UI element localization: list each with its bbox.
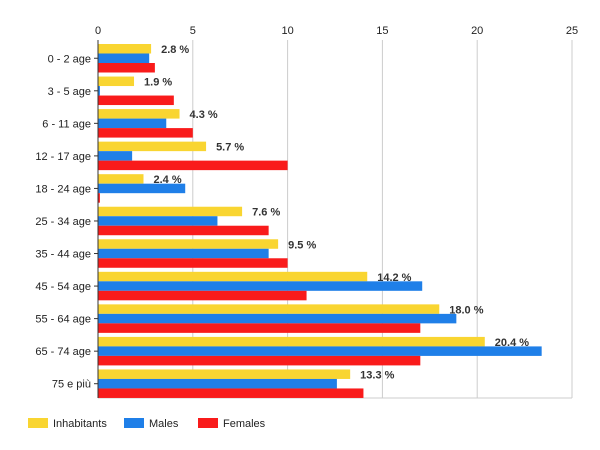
x-tick-label-0: 0	[95, 25, 101, 37]
data-label-6: 9.5 %	[288, 239, 316, 251]
legend-label-inhabitants: Inhabitants	[53, 418, 107, 430]
bars	[98, 44, 542, 398]
bar-females-8	[98, 323, 421, 333]
bar-males-7	[98, 281, 423, 291]
bar-females-10	[98, 388, 364, 398]
data-label-9: 20.4 %	[495, 337, 529, 349]
bar-inhabitants-2	[98, 109, 180, 119]
x-tick-label-2: 10	[281, 25, 293, 37]
x-axis-ticks: 0 5 10 15 20 25	[95, 25, 578, 37]
bar-males-4	[98, 183, 186, 194]
data-label-1: 1.9 %	[144, 77, 172, 89]
data-label-0: 2.8 %	[161, 44, 189, 56]
bar-females-6	[98, 258, 288, 268]
bar-inhabitants-6	[98, 239, 279, 249]
category-label-2: 6 - 11 age	[42, 118, 91, 130]
bar-males-5	[98, 216, 218, 226]
bar-males-0	[98, 53, 150, 63]
bar-inhabitants-0	[98, 44, 152, 54]
data-label-7: 14.2 %	[377, 272, 411, 284]
y-axis-categories: 0 - 2 age 3 - 5 age 6 - 11 age 12 - 17 age 1…	[35, 53, 98, 391]
bar-males-10	[98, 378, 337, 389]
bar-males-9	[98, 346, 542, 356]
bar-males-6	[98, 248, 269, 259]
legend: Inhabitants Males Females	[28, 418, 266, 430]
bar-females-3	[98, 160, 288, 171]
bar-inhabitants-9	[98, 336, 485, 347]
bar-females-4	[98, 193, 100, 203]
bar-females-9	[98, 355, 421, 366]
category-label-0: 0 - 2 age	[48, 53, 91, 65]
data-label-5: 7.6 %	[252, 207, 280, 219]
category-label-1: 3 - 5 age	[48, 86, 91, 98]
category-label-7: 45 - 54 age	[35, 281, 91, 293]
bar-inhabitants-4	[98, 174, 144, 184]
bar-males-2	[98, 118, 167, 129]
legend-swatch-males	[124, 418, 144, 428]
bar-inhabitants-10	[98, 369, 351, 379]
category-label-4: 18 - 24 age	[35, 183, 91, 195]
bar-females-2	[98, 128, 193, 138]
legend-label-females: Females	[223, 418, 266, 430]
category-label-5: 25 - 34 age	[35, 216, 91, 228]
bar-females-7	[98, 290, 307, 301]
bar-inhabitants-3	[98, 141, 207, 152]
legend-swatch-females	[198, 418, 218, 428]
data-labels: 2.8 % 1.9 % 4.3 % 5.7 % 2.4 % 7.6 % 9.5 % 14.2 …	[144, 44, 529, 381]
bar-females-1	[98, 95, 174, 106]
bar-males-3	[98, 151, 133, 161]
bar-males-8	[98, 313, 457, 324]
legend-swatch-inhabitants	[28, 418, 48, 428]
category-label-8: 55 - 64 age	[35, 314, 91, 326]
x-tick-label-5: 25	[566, 25, 578, 37]
data-label-10: 13.3 %	[360, 369, 394, 381]
bar-inhabitants-1	[98, 76, 135, 87]
category-label-6: 35 - 44 age	[35, 249, 91, 261]
bar-females-0	[98, 63, 155, 73]
data-label-3: 5.7 %	[216, 142, 244, 154]
bar-inhabitants-7	[98, 271, 368, 282]
x-tick-label-3: 15	[376, 25, 388, 37]
data-label-8: 18.0 %	[449, 304, 483, 316]
bar-females-5	[98, 225, 269, 236]
data-label-4: 2.4 %	[154, 174, 182, 186]
bar-inhabitants-8	[98, 304, 440, 314]
category-label-3: 12 - 17 age	[35, 151, 91, 163]
legend-label-males: Males	[149, 418, 179, 430]
bar-males-1	[98, 86, 100, 96]
data-label-2: 4.3 %	[190, 109, 218, 121]
x-tick-label-1: 5	[190, 25, 196, 37]
bar-inhabitants-5	[98, 206, 243, 217]
x-tick-label-4: 20	[471, 25, 483, 37]
category-label-10: 75 e più	[52, 379, 91, 391]
category-label-9: 65 - 74 age	[35, 346, 91, 358]
